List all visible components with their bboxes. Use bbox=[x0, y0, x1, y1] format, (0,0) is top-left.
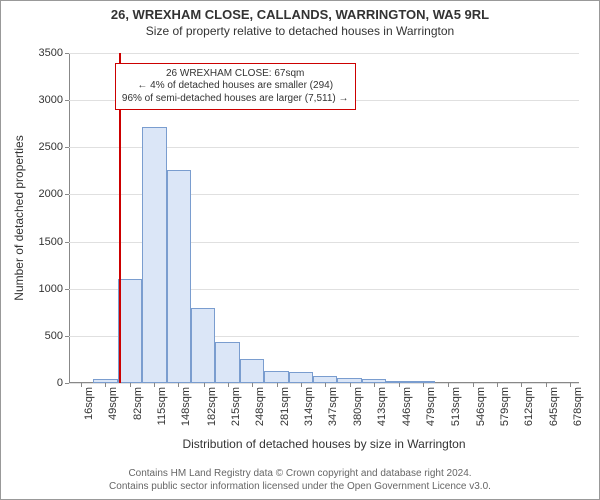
xtick-label: 645sqm bbox=[548, 387, 560, 426]
xtick-mark bbox=[423, 383, 424, 387]
footer-line-1: Contains HM Land Registry data © Crown c… bbox=[1, 467, 599, 480]
xtick-mark bbox=[277, 383, 278, 387]
histogram-bar bbox=[240, 359, 264, 384]
xtick-label: 546sqm bbox=[475, 387, 487, 426]
xtick-label: 479sqm bbox=[425, 387, 437, 426]
gridline bbox=[69, 53, 579, 54]
histogram-bar bbox=[264, 371, 288, 383]
footer: Contains HM Land Registry data © Crown c… bbox=[1, 467, 599, 493]
xtick-label: 347sqm bbox=[327, 387, 339, 426]
footer-line-2: Contains public sector information licen… bbox=[1, 480, 599, 493]
ytick-mark bbox=[65, 289, 69, 290]
xtick-label: 413sqm bbox=[376, 387, 388, 426]
xtick-label: 612sqm bbox=[523, 387, 535, 426]
xtick-mark bbox=[105, 383, 106, 387]
histogram-bar bbox=[118, 279, 142, 383]
annotation-line: ← 4% of detached houses are smaller (294… bbox=[122, 80, 349, 93]
ytick-mark bbox=[65, 383, 69, 384]
xtick-mark bbox=[154, 383, 155, 387]
xtick-label: 579sqm bbox=[499, 387, 511, 426]
y-axis-line bbox=[69, 53, 70, 383]
xtick-mark bbox=[374, 383, 375, 387]
xtick-mark bbox=[448, 383, 449, 387]
gridline bbox=[69, 383, 579, 384]
xtick-mark bbox=[399, 383, 400, 387]
ytick-mark bbox=[65, 242, 69, 243]
xtick-mark bbox=[546, 383, 547, 387]
xtick-mark bbox=[570, 383, 571, 387]
annotation-line: 96% of semi-detached houses are larger (… bbox=[122, 93, 349, 106]
xtick-label: 248sqm bbox=[254, 387, 266, 426]
annotation-line: 26 WREXHAM CLOSE: 67sqm bbox=[122, 68, 349, 81]
xtick-label: 314sqm bbox=[303, 387, 315, 426]
titles: 26, WREXHAM CLOSE, CALLANDS, WARRINGTON,… bbox=[1, 1, 599, 38]
plot-area: 050010001500200025003000350016sqm49sqm82… bbox=[69, 53, 579, 383]
plot-inner: 050010001500200025003000350016sqm49sqm82… bbox=[69, 53, 579, 383]
chart-container: 26, WREXHAM CLOSE, CALLANDS, WARRINGTON,… bbox=[0, 0, 600, 500]
x-axis-label: Distribution of detached houses by size … bbox=[182, 437, 465, 451]
annotation-box: 26 WREXHAM CLOSE: 67sqm← 4% of detached … bbox=[115, 63, 356, 111]
xtick-mark bbox=[497, 383, 498, 387]
xtick-label: 513sqm bbox=[450, 387, 462, 426]
xtick-mark bbox=[350, 383, 351, 387]
xtick-label: 446sqm bbox=[401, 387, 413, 426]
histogram-bar bbox=[191, 308, 215, 383]
xtick-mark bbox=[325, 383, 326, 387]
ytick-mark bbox=[65, 194, 69, 195]
xtick-mark bbox=[204, 383, 205, 387]
histogram-bar bbox=[289, 372, 313, 383]
chart-subtitle: Size of property relative to detached ho… bbox=[1, 22, 599, 38]
histogram-bar bbox=[167, 170, 191, 383]
xtick-mark bbox=[228, 383, 229, 387]
xtick-label: 16sqm bbox=[83, 387, 95, 420]
xtick-label: 115sqm bbox=[156, 387, 168, 425]
ytick-mark bbox=[65, 53, 69, 54]
xtick-label: 281sqm bbox=[279, 387, 291, 426]
xtick-mark bbox=[178, 383, 179, 387]
xtick-mark bbox=[130, 383, 131, 387]
chart-title: 26, WREXHAM CLOSE, CALLANDS, WARRINGTON,… bbox=[1, 7, 599, 22]
xtick-label: 678sqm bbox=[572, 387, 584, 426]
xtick-mark bbox=[473, 383, 474, 387]
histogram-bar bbox=[142, 127, 166, 383]
xtick-label: 380sqm bbox=[352, 387, 364, 426]
ytick-mark bbox=[65, 336, 69, 337]
xtick-mark bbox=[81, 383, 82, 387]
xtick-mark bbox=[521, 383, 522, 387]
histogram-bar bbox=[215, 342, 239, 383]
y-axis-label: Number of detached properties bbox=[12, 135, 26, 300]
ytick-mark bbox=[65, 147, 69, 148]
ytick-mark bbox=[65, 100, 69, 101]
xtick-label: 82sqm bbox=[132, 387, 144, 420]
xtick-label: 148sqm bbox=[180, 387, 192, 426]
xtick-mark bbox=[301, 383, 302, 387]
xtick-label: 49sqm bbox=[107, 387, 119, 420]
xtick-mark bbox=[252, 383, 253, 387]
xtick-label: 182sqm bbox=[206, 387, 218, 426]
histogram-bar bbox=[313, 376, 337, 383]
xtick-label: 215sqm bbox=[230, 387, 242, 426]
